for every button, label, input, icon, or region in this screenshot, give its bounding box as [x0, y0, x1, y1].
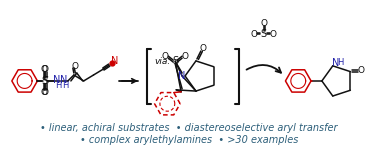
Text: O: O: [269, 30, 276, 39]
Text: S: S: [41, 76, 47, 86]
Text: O: O: [260, 19, 267, 28]
Text: H: H: [55, 81, 61, 90]
Text: O: O: [162, 52, 169, 61]
Text: O: O: [42, 65, 49, 74]
Text: O: O: [42, 88, 49, 97]
Text: N: N: [332, 58, 339, 68]
Text: S: S: [261, 29, 267, 39]
Text: O: O: [181, 52, 189, 61]
Text: H: H: [338, 58, 344, 67]
Text: O: O: [251, 30, 257, 39]
Text: N: N: [60, 75, 68, 85]
Text: S: S: [42, 76, 48, 86]
Text: O: O: [41, 88, 48, 97]
Text: O: O: [71, 62, 78, 71]
Text: • complex arylethylamines  • >30 examples: • complex arylethylamines • >30 examples: [80, 135, 298, 145]
Text: O: O: [358, 66, 365, 75]
Text: O: O: [41, 65, 48, 74]
Text: via:: via:: [155, 57, 171, 66]
Text: O: O: [199, 44, 206, 53]
Text: • linear, achiral substrates  • diastereoselective aryl transfer: • linear, achiral substrates • diastereo…: [40, 124, 338, 134]
Text: H: H: [62, 81, 68, 90]
Text: S: S: [172, 56, 178, 66]
Text: N: N: [178, 71, 186, 81]
Text: N: N: [112, 56, 119, 66]
Text: N: N: [53, 75, 61, 85]
